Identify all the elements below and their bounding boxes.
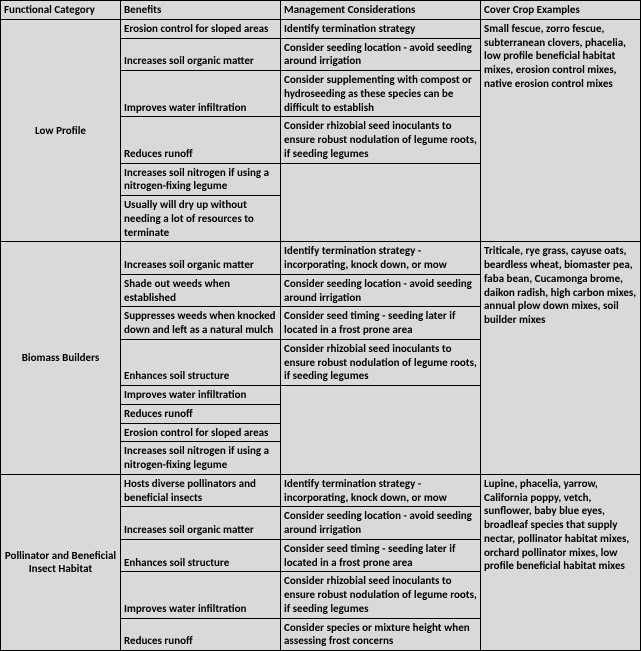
header-benefits: Benefits (121, 1, 281, 20)
benefit-cell: Improves water infiltration (121, 71, 281, 117)
management-cell: Consider seeding location - avoid seedin… (281, 274, 481, 307)
header-row: Functional Category Benefits Management … (1, 1, 641, 20)
management-cell: Consider seed timing - seeding later if … (281, 539, 481, 572)
examples-cell: Lupine, phacelia, yarrow, California pop… (481, 474, 641, 650)
management-cell: Consider seeding location - avoid seedin… (281, 38, 481, 71)
benefit-cell: Increases soil nitrogen if using a nitro… (121, 163, 281, 196)
management-cell: Consider seed timing - seeding later if … (281, 307, 481, 340)
category-cell: Biomass Builders (1, 242, 121, 475)
header-category: Functional Category (1, 1, 121, 20)
benefit-cell: Hosts diverse pollinators and beneficial… (121, 474, 281, 507)
management-cell-empty (281, 386, 481, 475)
management-cell: Identify termination strategy - incorpor… (281, 474, 481, 507)
management-cell: Identify termination strategy (281, 19, 481, 38)
benefit-cell: Improves water infiltration (121, 386, 281, 405)
benefit-cell: Increases soil organic matter (121, 242, 281, 275)
examples-cell: Small fescue, zorro fescue, subterranean… (481, 19, 641, 242)
benefit-cell: Usually will dry up without needing a lo… (121, 196, 281, 242)
benefit-cell: Reduces runoff (121, 404, 281, 423)
management-cell: Consider supplementing with compost or h… (281, 71, 481, 117)
header-examples: Cover Crop Examples (481, 1, 641, 20)
table-row: Low ProfileErosion control for sloped ar… (1, 19, 641, 38)
category-cell: Pollinator and Beneficial Insect Habitat (1, 474, 121, 650)
benefit-cell: Erosion control for sloped areas (121, 423, 281, 442)
management-cell: Consider rhizobial seed inoculants to en… (281, 339, 481, 385)
header-management: Management Considerations (281, 1, 481, 20)
cover-crop-table: Functional Category Benefits Management … (0, 0, 641, 651)
management-cell: Consider rhizobial seed inoculants to en… (281, 117, 481, 163)
benefit-cell: Increases soil organic matter (121, 38, 281, 71)
benefit-cell: Enhances soil structure (121, 339, 281, 385)
cover-crop-table-wrap: Functional Category Benefits Management … (0, 0, 641, 651)
management-cell: Consider rhizobial seed inoculants to en… (281, 572, 481, 618)
benefit-cell: Increases soil organic matter (121, 507, 281, 540)
benefit-cell: Enhances soil structure (121, 539, 281, 572)
management-cell: Consider seeding location - avoid seedin… (281, 507, 481, 540)
benefit-cell: Erosion control for sloped areas (121, 19, 281, 38)
examples-cell: Triticale, rye grass, cayuse oats, beard… (481, 242, 641, 475)
benefit-cell: Suppresses weeds when knocked down and l… (121, 307, 281, 340)
benefit-cell: Shade out weeds when established (121, 274, 281, 307)
benefit-cell: Increases soil nitrogen if using a nitro… (121, 442, 281, 475)
benefit-cell: Reduces runoff (121, 117, 281, 163)
category-cell: Low Profile (1, 19, 121, 242)
table-row: Biomass BuildersIncreases soil organic m… (1, 242, 641, 275)
benefit-cell: Improves water infiltration (121, 572, 281, 618)
table-row: Pollinator and Beneficial Insect Habitat… (1, 474, 641, 507)
management-cell-empty (281, 163, 481, 242)
management-cell: Identify termination strategy - incorpor… (281, 242, 481, 275)
